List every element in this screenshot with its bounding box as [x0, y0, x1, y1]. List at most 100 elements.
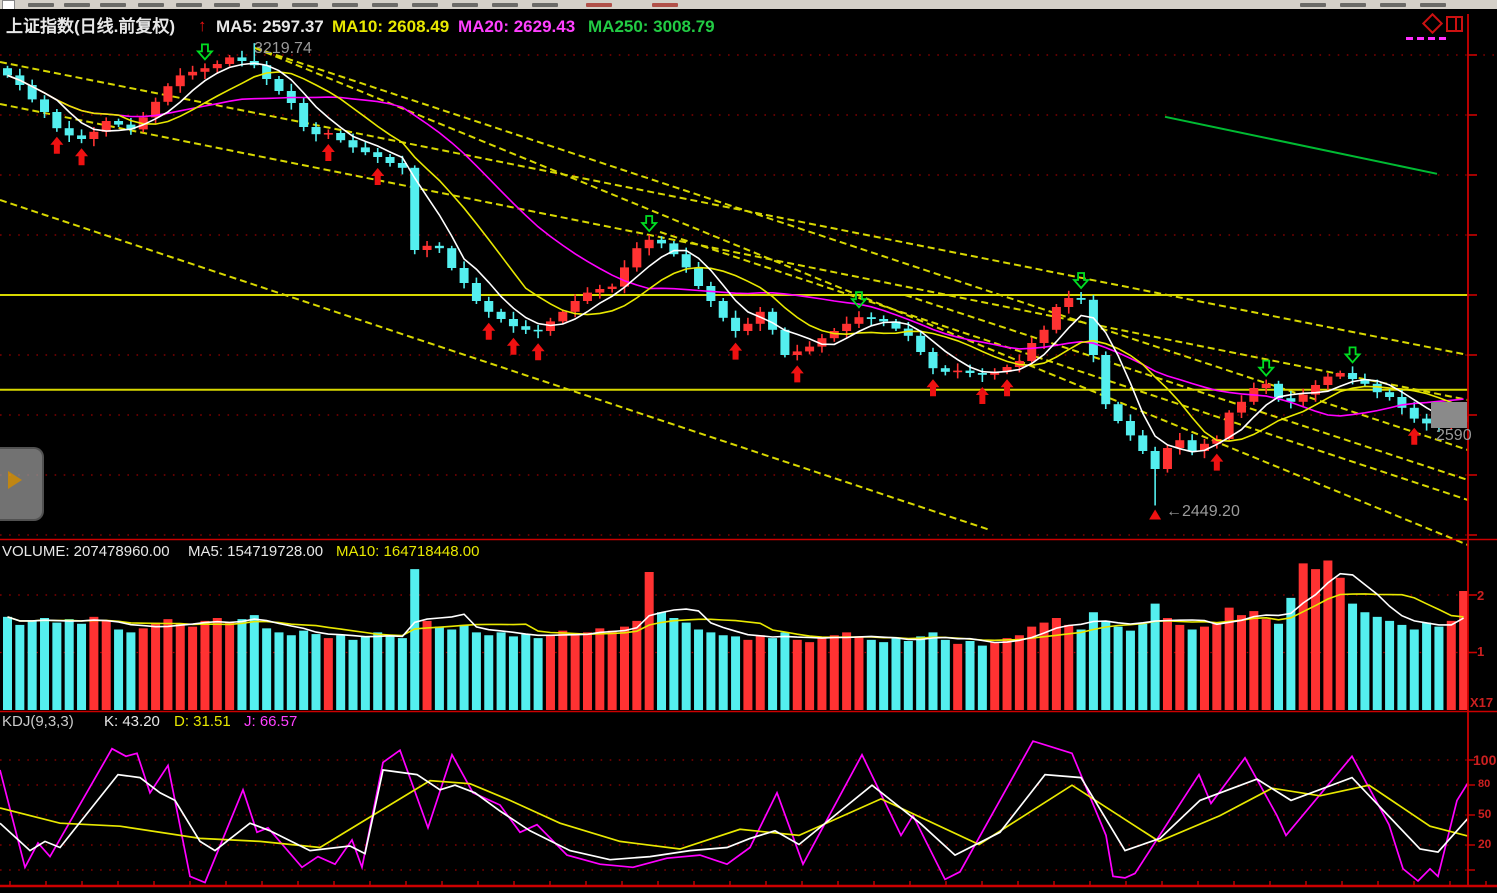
candle[interactable]	[1051, 304, 1061, 334]
volume-bar[interactable]	[706, 632, 716, 710]
candle[interactable]	[64, 121, 74, 142]
candle[interactable]	[1064, 290, 1074, 314]
volume-bar[interactable]	[965, 641, 975, 710]
volume-bar[interactable]	[805, 642, 815, 710]
candle[interactable]	[940, 365, 950, 376]
volume-bar[interactable]	[64, 619, 74, 710]
candle[interactable]	[114, 118, 124, 127]
volume-bar[interactable]	[903, 641, 913, 710]
volume-bar[interactable]	[533, 638, 543, 710]
candle[interactable]	[545, 317, 555, 336]
volume-bar[interactable]	[1274, 623, 1284, 710]
candle[interactable]	[163, 83, 173, 106]
menubar-item-stub[interactable]	[412, 3, 438, 7]
volume-bar[interactable]	[101, 620, 111, 710]
volume-bar[interactable]	[607, 630, 617, 710]
volume-bar[interactable]	[1002, 638, 1012, 710]
candle[interactable]	[1249, 382, 1259, 405]
candle[interactable]	[1237, 395, 1246, 418]
volume-bar[interactable]	[829, 635, 839, 710]
volume-bar[interactable]	[1162, 618, 1172, 710]
candle[interactable]	[1039, 325, 1049, 349]
volume-bar[interactable]	[879, 642, 889, 710]
volume-bar[interactable]	[1212, 622, 1222, 710]
menubar-item-stub-red[interactable]	[652, 3, 678, 7]
volume-bar[interactable]	[1224, 607, 1234, 710]
volume-bar[interactable]	[570, 635, 580, 710]
volume-bar[interactable]	[163, 619, 173, 710]
candle[interactable]	[422, 241, 432, 258]
candle[interactable]	[1422, 413, 1432, 431]
menubar[interactable]	[0, 0, 1497, 9]
menubar-item-stub[interactable]	[492, 3, 518, 7]
volume-bar[interactable]	[114, 629, 124, 711]
menubar-item-stub[interactable]	[1300, 3, 1326, 7]
volume-bar[interactable]	[336, 635, 346, 710]
volume-bar[interactable]	[434, 626, 444, 710]
candle[interactable]	[101, 117, 111, 137]
volume-bar[interactable]	[249, 615, 259, 710]
volume-bar[interactable]	[1051, 618, 1061, 710]
volume-bar[interactable]	[1064, 624, 1074, 710]
volume-bar[interactable]	[311, 634, 321, 710]
candle[interactable]	[360, 142, 370, 156]
candle[interactable]	[1088, 295, 1098, 363]
candle[interactable]	[718, 298, 728, 322]
candle[interactable]	[928, 347, 938, 375]
candle[interactable]	[311, 122, 321, 142]
volume-bar[interactable]	[1125, 630, 1135, 710]
volume-bar[interactable]	[743, 639, 753, 710]
volume-bar[interactable]	[1286, 597, 1296, 710]
candle[interactable]	[1323, 373, 1333, 390]
candle[interactable]	[1162, 445, 1172, 473]
candle[interactable]	[879, 315, 889, 327]
candle[interactable]	[1372, 379, 1382, 399]
candle[interactable]	[644, 235, 654, 256]
volume-bar[interactable]	[545, 635, 555, 710]
volume-bar[interactable]	[731, 636, 741, 710]
volume-bar[interactable]	[718, 635, 728, 710]
candle[interactable]	[817, 334, 827, 353]
candle[interactable]	[459, 261, 469, 289]
menubar-item-stub[interactable]	[100, 3, 126, 7]
volume-bar[interactable]	[1175, 624, 1185, 710]
volume-bar[interactable]	[1088, 612, 1098, 710]
volume-bar[interactable]	[447, 629, 457, 711]
volume-bar[interactable]	[1138, 623, 1148, 710]
volume-bar[interactable]	[928, 632, 938, 710]
volume-bar[interactable]	[1298, 563, 1308, 710]
volume-bar[interactable]	[1409, 629, 1419, 711]
candle[interactable]	[77, 129, 87, 144]
diamond-tool-icon[interactable]	[1421, 12, 1444, 35]
volume-bar[interactable]	[644, 572, 654, 710]
candle[interactable]	[558, 309, 568, 324]
volume-bar[interactable]	[1237, 615, 1246, 710]
menubar-item-stub[interactable]	[1340, 3, 1366, 7]
menubar-item-stub[interactable]	[332, 3, 358, 7]
volume-bar[interactable]	[755, 635, 765, 710]
volume-bar[interactable]	[669, 618, 679, 710]
menubar-item-stub[interactable]	[252, 3, 278, 7]
volume-bar[interactable]	[348, 639, 358, 710]
candle[interactable]	[694, 262, 704, 289]
volume-bar[interactable]	[373, 632, 383, 710]
candle[interactable]	[805, 341, 815, 355]
menubar-item-stub[interactable]	[214, 3, 240, 7]
volume-bar[interactable]	[1076, 629, 1086, 711]
volume-bar[interactable]	[1199, 626, 1209, 710]
volume-bar[interactable]	[459, 624, 469, 710]
candle[interactable]	[410, 165, 420, 255]
volume-bar[interactable]	[916, 636, 926, 710]
candle[interactable]	[373, 148, 383, 163]
candle[interactable]	[1002, 364, 1012, 375]
menubar-item-stub[interactable]	[176, 3, 202, 7]
candle[interactable]	[1261, 379, 1271, 394]
candle[interactable]	[434, 242, 444, 253]
volume-bar[interactable]	[1039, 622, 1049, 710]
volume-bar[interactable]	[40, 618, 50, 710]
candle[interactable]	[768, 308, 778, 335]
candle[interactable]	[829, 328, 839, 342]
candle[interactable]	[582, 287, 592, 304]
volume-bar[interactable]	[27, 620, 37, 710]
volume-bar[interactable]	[3, 616, 12, 710]
